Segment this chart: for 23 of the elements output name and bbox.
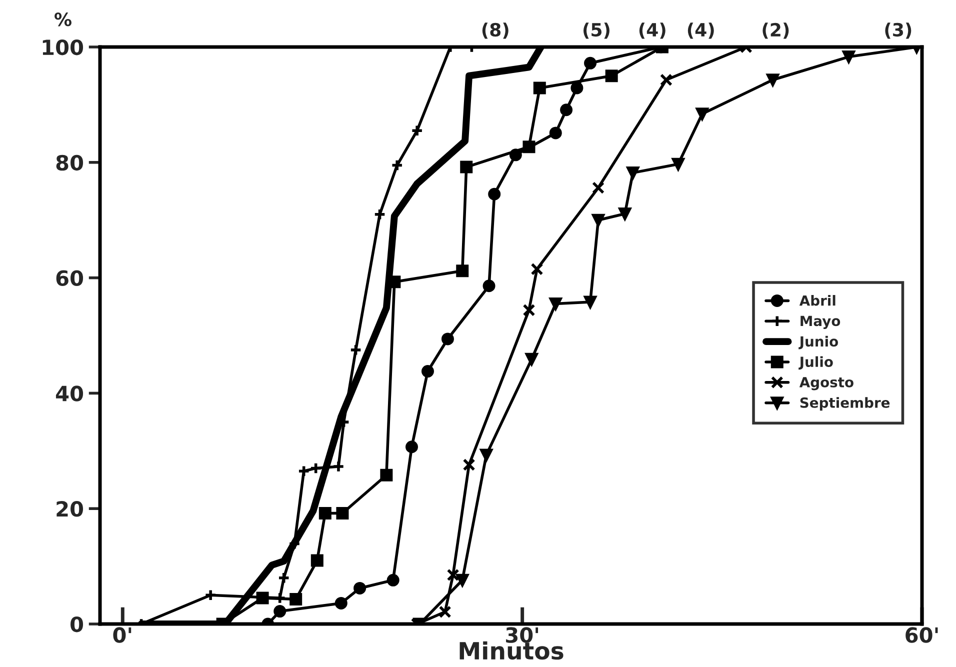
legend-label: Junio xyxy=(798,336,838,350)
text: (2) xyxy=(762,22,789,39)
legend-label: Mayo xyxy=(800,316,840,329)
y-tick-label: 100 xyxy=(42,39,84,56)
y-tick-label: 20 xyxy=(56,501,84,517)
text: (8) xyxy=(482,22,508,39)
y-tick-label: 60 xyxy=(56,270,84,286)
legend-label: Julio xyxy=(798,356,833,370)
y-tick-label: 80 xyxy=(56,154,84,171)
y-axis-title: % xyxy=(54,12,72,26)
y-tick-label: 0 xyxy=(70,616,84,632)
legend-label: Abril xyxy=(799,295,836,306)
text: (3) xyxy=(885,22,912,39)
text: (5) xyxy=(584,22,610,39)
x-tick-label: 60' xyxy=(906,627,938,643)
x-axis-title: Minutos xyxy=(460,641,564,660)
text: (4) xyxy=(639,22,666,39)
y-tick-label: 40 xyxy=(56,386,84,402)
legend-label: Septiembre xyxy=(800,397,890,411)
text: (4) xyxy=(688,22,714,39)
x-tick-label: 0' xyxy=(113,627,132,643)
legend-label: Agosto xyxy=(799,377,854,390)
x-tick-label: 30' xyxy=(506,627,538,643)
